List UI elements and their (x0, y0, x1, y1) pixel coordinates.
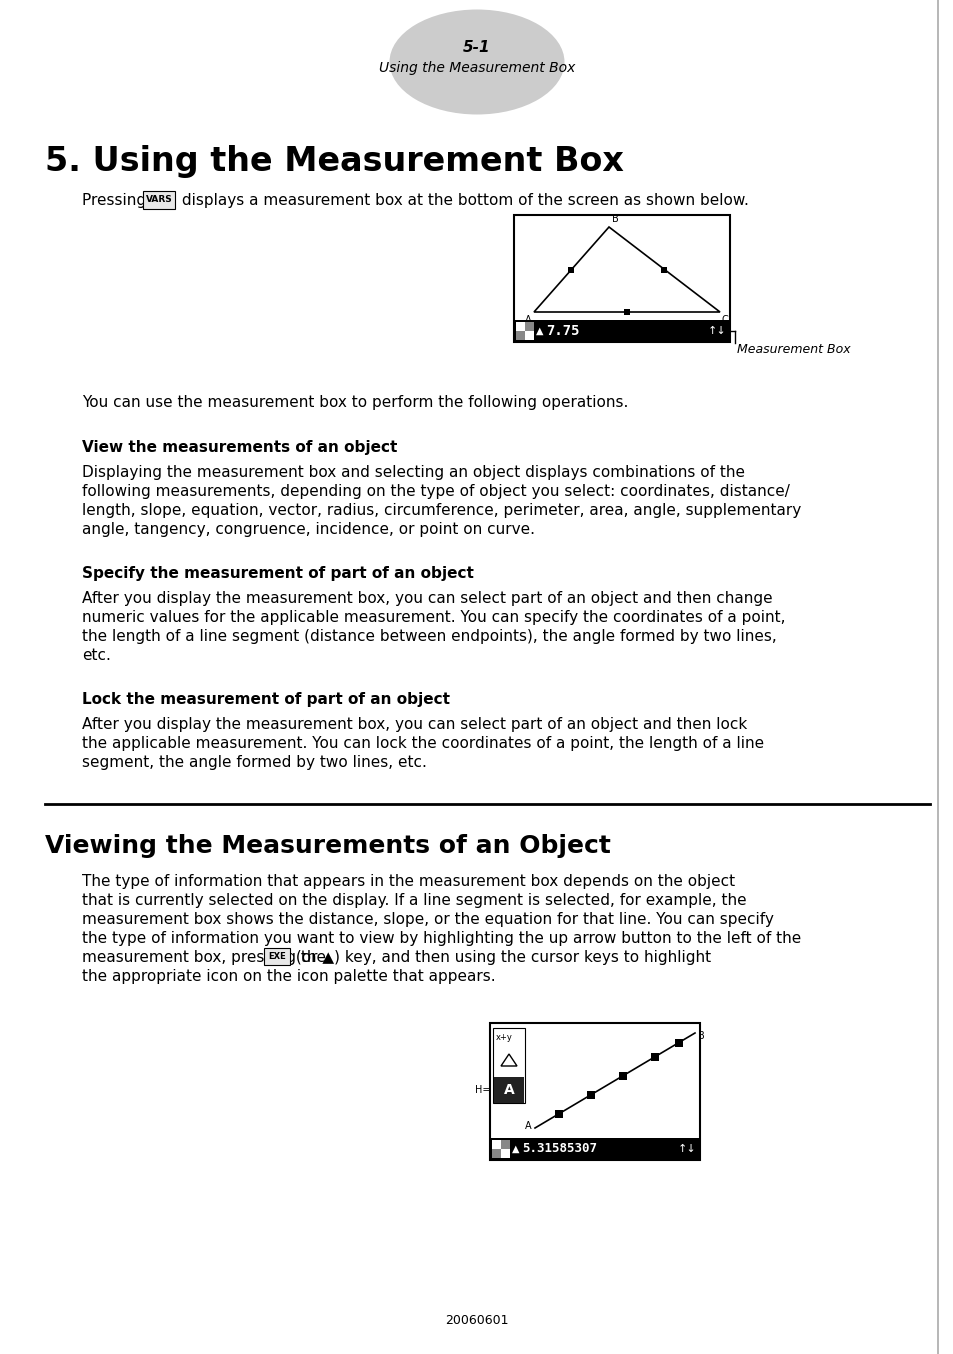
Bar (514, 215, 729, 343)
Bar (493, 1028, 524, 1104)
Text: Measurement Box: Measurement Box (737, 343, 850, 356)
Text: that is currently selected on the display. If a line segment is selected, for ex: that is currently selected on the displa… (82, 894, 746, 909)
Text: etc.: etc. (82, 649, 111, 663)
Bar (500, 1140, 510, 1150)
Text: Displaying the measurement box and selecting an object displays combinations of : Displaying the measurement box and selec… (82, 464, 744, 481)
Text: VARS: VARS (146, 195, 172, 204)
Text: the applicable measurement. You can lock the coordinates of a point, the length : the applicable measurement. You can lock… (82, 737, 763, 751)
Bar (490, 1024, 700, 1160)
Bar (568, 267, 574, 272)
Bar (524, 322, 534, 330)
Bar (650, 1053, 659, 1060)
Text: B: B (612, 214, 618, 223)
Text: Viewing the Measurements of an Object: Viewing the Measurements of an Object (45, 834, 610, 858)
Bar (675, 1039, 682, 1047)
Text: After you display the measurement box, you can select part of an object and then: After you display the measurement box, y… (82, 590, 772, 607)
Text: Specify the measurement of part of an object: Specify the measurement of part of an ob… (82, 566, 474, 581)
Text: measurement box shows the distance, slope, or the equation for that line. You ca: measurement box shows the distance, slop… (82, 913, 773, 927)
Text: Lock the measurement of part of an object: Lock the measurement of part of an objec… (82, 692, 450, 707)
Text: displays a measurement box at the bottom of the screen as shown below.: displays a measurement box at the bottom… (177, 194, 748, 209)
Bar (514, 320, 729, 343)
Text: the appropriate icon on the icon palette that appears.: the appropriate icon on the icon palette… (82, 969, 496, 984)
Bar (490, 1137, 700, 1160)
Ellipse shape (389, 9, 564, 115)
Text: A: A (503, 1083, 514, 1097)
Text: After you display the measurement box, you can select part of an object and then: After you display the measurement box, y… (82, 718, 746, 733)
Text: the length of a line segment (distance between endpoints), the angle formed by t: the length of a line segment (distance b… (82, 630, 776, 645)
Text: You can use the measurement box to perform the following operations.: You can use the measurement box to perfo… (82, 395, 628, 410)
Text: ▲: ▲ (512, 1144, 519, 1154)
Bar (492, 1150, 500, 1158)
Text: A: A (525, 315, 532, 325)
Text: H=: H= (475, 1085, 491, 1095)
Text: 5-1: 5-1 (463, 41, 490, 56)
Bar (618, 1072, 626, 1079)
Text: View the measurements of an object: View the measurements of an object (82, 440, 397, 455)
Text: 7.75: 7.75 (545, 324, 578, 338)
Bar (586, 1091, 595, 1098)
FancyBboxPatch shape (143, 191, 174, 209)
Text: numeric values for the applicable measurement. You can specify the coordinates o: numeric values for the applicable measur… (82, 611, 784, 626)
Text: (or ▲) key, and then using the cursor keys to highlight: (or ▲) key, and then using the cursor ke… (291, 951, 710, 965)
Bar (555, 1110, 562, 1118)
Text: x+y: x+y (496, 1033, 513, 1043)
Text: segment, the angle formed by two lines, etc.: segment, the angle formed by two lines, … (82, 756, 426, 770)
Bar (623, 309, 629, 315)
Text: following measurements, depending on the type of object you select: coordinates,: following measurements, depending on the… (82, 483, 789, 500)
Text: measurement box, pressing the: measurement box, pressing the (82, 951, 331, 965)
Text: the type of information you want to view by highlighting the up arrow button to : the type of information you want to view… (82, 932, 801, 946)
Text: ↑↓: ↑↓ (678, 1144, 696, 1154)
Bar (516, 322, 524, 330)
Bar (516, 330, 524, 340)
Text: ▲: ▲ (536, 326, 543, 336)
Text: angle, tangency, congruence, incidence, or point on curve.: angle, tangency, congruence, incidence, … (82, 523, 535, 538)
FancyBboxPatch shape (264, 948, 290, 965)
Bar (524, 330, 534, 340)
Text: B: B (698, 1030, 704, 1041)
Text: C: C (721, 315, 728, 325)
Text: ↑↓: ↑↓ (707, 326, 726, 336)
Text: Using the Measurement Box: Using the Measurement Box (378, 61, 575, 74)
Text: A: A (525, 1121, 532, 1131)
Text: 5. Using the Measurement Box: 5. Using the Measurement Box (45, 145, 623, 177)
Text: 20060601: 20060601 (445, 1313, 508, 1327)
Bar (500, 1150, 510, 1158)
Bar (492, 1140, 500, 1150)
Text: The type of information that appears in the measurement box depends on the objec: The type of information that appears in … (82, 873, 735, 890)
Text: 5.31585307: 5.31585307 (521, 1143, 597, 1155)
Text: length, slope, equation, vector, radius, circumference, perimeter, area, angle, : length, slope, equation, vector, radius,… (82, 502, 801, 519)
Bar (660, 267, 667, 272)
Text: Pressing: Pressing (82, 194, 151, 209)
Bar (494, 1076, 523, 1104)
Text: EXE: EXE (268, 952, 286, 961)
